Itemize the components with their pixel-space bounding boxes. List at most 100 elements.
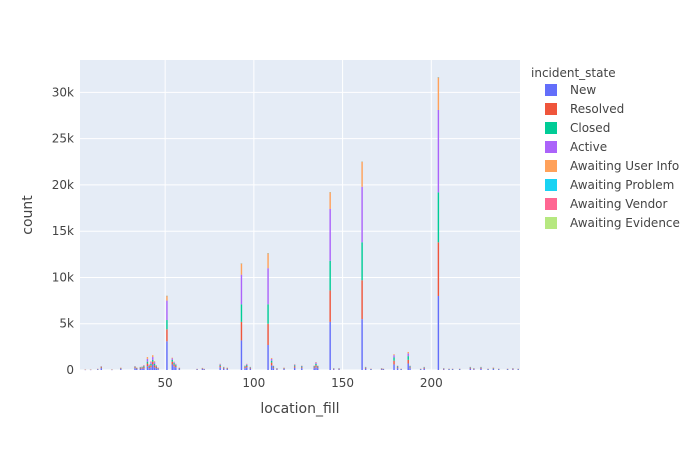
bar-segment-resolved[interactable] bbox=[150, 365, 151, 367]
legend-label[interactable]: Active bbox=[570, 140, 607, 154]
bar-segment-resolved[interactable] bbox=[283, 369, 284, 370]
bar-segment-new[interactable] bbox=[175, 367, 176, 370]
bar-segment-new[interactable] bbox=[448, 369, 449, 370]
legend-label[interactable]: Awaiting User Info bbox=[570, 159, 679, 173]
bar-segment-active[interactable] bbox=[152, 357, 153, 360]
bar-segment-new[interactable] bbox=[470, 369, 471, 370]
bar-segment-new[interactable] bbox=[141, 369, 142, 370]
bar-segment-closed[interactable] bbox=[141, 367, 142, 368]
bar-segment-awaiting-user-info[interactable] bbox=[271, 358, 272, 359]
bar-segment-new[interactable] bbox=[140, 369, 141, 370]
legend-swatch[interactable] bbox=[545, 160, 557, 172]
bar-segment-new[interactable] bbox=[381, 369, 382, 370]
bar-segment-active[interactable] bbox=[409, 366, 410, 367]
bar-segment-new[interactable] bbox=[147, 366, 148, 370]
bar-segment-resolved[interactable] bbox=[273, 367, 274, 368]
bar-segment-resolved[interactable] bbox=[301, 367, 302, 368]
bar-segment-new[interactable] bbox=[150, 367, 151, 370]
bar-segment-new[interactable] bbox=[507, 369, 508, 370]
bar-segment-closed[interactable] bbox=[244, 366, 245, 367]
bar-segment-new[interactable] bbox=[120, 369, 121, 370]
bar-segment-closed[interactable] bbox=[273, 366, 274, 367]
bar-segment-new[interactable] bbox=[294, 368, 295, 370]
bar-segment-closed[interactable] bbox=[329, 261, 330, 291]
bar-segment-awaiting-user-info[interactable] bbox=[154, 361, 155, 362]
bar-segment-closed[interactable] bbox=[315, 364, 316, 365]
bar-segment-resolved[interactable] bbox=[175, 366, 176, 367]
legend-label[interactable]: Awaiting Evidence bbox=[570, 216, 680, 230]
bar-segment-closed[interactable] bbox=[397, 366, 398, 367]
bar-segment-resolved[interactable] bbox=[365, 368, 366, 369]
bar-segment-resolved[interactable] bbox=[294, 366, 295, 367]
legend-swatch[interactable] bbox=[545, 122, 557, 134]
bar-segment-resolved[interactable] bbox=[241, 322, 242, 341]
legend-swatch[interactable] bbox=[545, 217, 557, 229]
bar-segment-resolved[interactable] bbox=[157, 369, 158, 370]
bar-segment-closed[interactable] bbox=[154, 364, 155, 365]
bar-segment-new[interactable] bbox=[498, 369, 499, 370]
bar-segment-new[interactable] bbox=[246, 367, 247, 370]
bar-segment-new[interactable] bbox=[423, 369, 424, 370]
bar-segment-resolved[interactable] bbox=[317, 367, 318, 368]
bar-segment-closed[interactable] bbox=[148, 366, 149, 367]
bar-segment-new[interactable] bbox=[518, 369, 519, 370]
legend-swatch[interactable] bbox=[545, 103, 557, 115]
bar-segment-new[interactable] bbox=[313, 368, 314, 370]
bar-segment-new[interactable] bbox=[365, 369, 366, 370]
bar-segment-resolved[interactable] bbox=[397, 367, 398, 368]
bar-segment-resolved[interactable] bbox=[136, 368, 137, 369]
bar-segment-awaiting-user-info[interactable] bbox=[152, 355, 153, 357]
bar-segment-awaiting-user-info[interactable] bbox=[408, 352, 409, 353]
bar-segment-new[interactable] bbox=[315, 367, 316, 370]
bar-segment-resolved[interactable] bbox=[393, 361, 394, 365]
bar-segment-new[interactable] bbox=[452, 369, 453, 370]
bar-segment-resolved[interactable] bbox=[147, 364, 148, 367]
bar-segment-new[interactable] bbox=[317, 368, 318, 370]
bar-segment-active[interactable] bbox=[361, 187, 362, 243]
bar-segment-new[interactable] bbox=[173, 366, 174, 370]
bar-segment-resolved[interactable] bbox=[227, 369, 228, 370]
bar-segment-active[interactable] bbox=[166, 301, 167, 320]
bar-segment-active[interactable] bbox=[219, 364, 220, 365]
bar-segment-awaiting-user-info[interactable] bbox=[166, 296, 167, 301]
bar-segment-new[interactable] bbox=[273, 368, 274, 370]
bar-segment-new[interactable] bbox=[443, 369, 444, 370]
bar-segment-new[interactable] bbox=[459, 369, 460, 370]
bar-segment-new[interactable] bbox=[223, 369, 224, 370]
bar-segment-new[interactable] bbox=[271, 365, 272, 370]
bar-segment-resolved[interactable] bbox=[179, 369, 180, 370]
bar-segment-new[interactable] bbox=[148, 368, 149, 370]
bar-segment-new[interactable] bbox=[154, 367, 155, 370]
bar-segment-new[interactable] bbox=[370, 369, 371, 370]
bar-segment-resolved[interactable] bbox=[423, 368, 424, 369]
bar-segment-resolved[interactable] bbox=[313, 367, 314, 368]
bar-segment-new[interactable] bbox=[338, 369, 339, 370]
bar-segment-new[interactable] bbox=[408, 364, 409, 370]
bar-segment-new[interactable] bbox=[301, 368, 302, 370]
bar-segment-awaiting-user-info[interactable] bbox=[147, 357, 148, 359]
bar-segment-new[interactable] bbox=[438, 296, 439, 370]
bar-segment-resolved[interactable] bbox=[156, 367, 157, 368]
bar-segment-new[interactable] bbox=[152, 364, 153, 370]
bar-segment-resolved[interactable] bbox=[409, 367, 410, 368]
bar-segment-resolved[interactable] bbox=[408, 360, 409, 364]
bar-segment-resolved[interactable] bbox=[154, 365, 155, 367]
bar-segment-new[interactable] bbox=[166, 341, 167, 370]
bar-segment-resolved[interactable] bbox=[244, 367, 245, 368]
bar-segment-new[interactable] bbox=[283, 369, 284, 370]
bar-segment-new[interactable] bbox=[250, 369, 251, 370]
bar-segment-resolved[interactable] bbox=[250, 368, 251, 369]
bar-segment-new[interactable] bbox=[487, 369, 488, 370]
bar-segment-active[interactable] bbox=[267, 268, 268, 304]
bar-segment-new[interactable] bbox=[156, 368, 157, 370]
bar-segment-awaiting-user-info[interactable] bbox=[329, 192, 330, 209]
bar-segment-active[interactable] bbox=[408, 353, 409, 356]
bar-segment-awaiting-user-info[interactable] bbox=[361, 162, 362, 187]
bar-segment-active[interactable] bbox=[315, 363, 316, 364]
bar-segment-new[interactable] bbox=[134, 368, 135, 370]
bar-segment-resolved[interactable] bbox=[134, 367, 135, 368]
legend-label[interactable]: Awaiting Vendor bbox=[570, 197, 668, 211]
bar-segment-new[interactable] bbox=[473, 369, 474, 370]
bar-segment-new[interactable] bbox=[202, 369, 203, 370]
bar-segment-new[interactable] bbox=[267, 345, 268, 370]
